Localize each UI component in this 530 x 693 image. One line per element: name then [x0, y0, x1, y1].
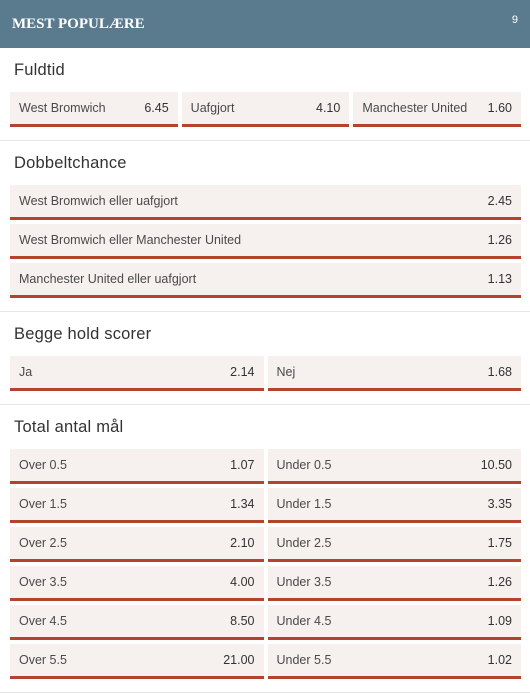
- odds-value: 1.09: [487, 614, 512, 628]
- section-title: Begge hold scorer: [14, 324, 152, 343]
- odds-button[interactable]: Under 5.5 1.02: [267, 644, 521, 679]
- selection-label: Under 4.5: [276, 614, 332, 628]
- odds-button[interactable]: Under 2.5 1.75: [267, 527, 521, 562]
- selection-label: Ja: [19, 365, 33, 379]
- odds-row: West Bromwich 6.45 Uafgjort 4.10 Manchester …: [10, 92, 522, 127]
- odds-button[interactable]: Over 2.5 2.10: [10, 527, 264, 562]
- odds-button[interactable]: Under 4.5 1.09: [267, 605, 521, 640]
- odds-row: Over 3.5 4.00 Under 3.5 1.26: [10, 566, 521, 601]
- odds-value: 1.13: [487, 272, 512, 286]
- section-title: Total antal mål: [14, 417, 124, 436]
- odds-button[interactable]: Uafgjort 4.10: [181, 92, 350, 127]
- odds-value: 1.34: [230, 497, 255, 511]
- selection-label: West Bromwich eller Manchester United: [19, 233, 242, 247]
- odds-value: 1.26: [487, 233, 512, 247]
- selection-label: West Bromwich eller uafgjort: [19, 194, 178, 208]
- odds-button[interactable]: Manchester United 1.60: [353, 92, 522, 127]
- odds-button[interactable]: West Bromwich 6.45: [10, 92, 178, 127]
- selection-label: Under 0.5: [276, 458, 332, 472]
- odds-row: Over 1.5 1.34 Under 1.5 3.35: [10, 488, 521, 523]
- selection-label: Under 3.5: [276, 575, 332, 589]
- odds-value: 2.14: [230, 365, 255, 379]
- selection-label: Over 3.5: [19, 575, 67, 589]
- odds-button[interactable]: Over 1.5 1.34: [10, 488, 264, 523]
- odds-button[interactable]: Over 4.5 8.50: [10, 605, 264, 640]
- selection-label: Manchester United: [362, 101, 468, 115]
- section-title: Fuldtid: [14, 60, 65, 79]
- odds-row: Over 5.5 21.00 Under 5.5 1.02: [10, 644, 521, 679]
- market-section: Total antal mål Over 0.5 1.07 Under 0.5 10.5…: [0, 405, 530, 693]
- selection-label: Over 0.5: [19, 458, 67, 472]
- market-count: 9: [511, 14, 518, 26]
- odds-button[interactable]: Over 3.5 4.00: [10, 566, 264, 601]
- odds-value: 3.35: [487, 497, 512, 511]
- odds-row: Over 4.5 8.50 Under 4.5 1.09: [10, 605, 521, 640]
- selection-label: West Bromwich: [19, 101, 106, 115]
- odds-value: 1.60: [487, 101, 513, 115]
- odds-value: 4.00: [230, 575, 255, 589]
- odds-button[interactable]: Over 0.5 1.07: [10, 449, 264, 484]
- odds-value: 1.07: [230, 458, 255, 472]
- odds-value: 6.45: [144, 101, 169, 115]
- odds-value: 2.10: [230, 536, 255, 550]
- market-section: Begge hold scorer Ja 2.14 Nej 1.68: [0, 312, 530, 405]
- odds-row: Manchester United eller uafgjort 1.13: [10, 263, 521, 298]
- selection-label: Over 1.5: [19, 497, 67, 511]
- odds-value: 10.50: [480, 458, 512, 472]
- section-title: Dobbeltchance: [14, 153, 127, 172]
- odds-row: Ja 2.14 Nej 1.68: [10, 356, 521, 391]
- market-section: Dobbeltchance West Bromwich eller uafgjor…: [0, 141, 530, 312]
- market-section: Fuldtid West Bromwich 6.45 Uafgjort 4.10 Manc…: [0, 48, 530, 141]
- odds-value: 21.00: [223, 653, 255, 667]
- odds-value: 1.02: [487, 653, 512, 667]
- odds-button[interactable]: Ja 2.14: [10, 356, 264, 391]
- odds-row: West Bromwich eller uafgjort 2.45: [10, 185, 521, 220]
- odds-value: 2.45: [487, 194, 512, 208]
- odds-value: 8.50: [230, 614, 255, 628]
- header-title: MEST POPULÆRE: [12, 15, 145, 32]
- odds-button[interactable]: West Bromwich eller Manchester United 1.2…: [10, 224, 521, 259]
- selection-label: Over 2.5: [19, 536, 67, 550]
- odds-value: 1.68: [487, 365, 512, 379]
- selection-label: Nej: [276, 365, 296, 379]
- selection-label: Over 5.5: [19, 653, 67, 667]
- market-list: Fuldtid West Bromwich 6.45 Uafgjort 4.10 Manc…: [0, 48, 530, 693]
- odds-row: Over 0.5 1.07 Under 0.5 10.50: [10, 449, 521, 484]
- selection-label: Under 5.5: [276, 653, 332, 667]
- odds-button[interactable]: Manchester United eller uafgjort 1.13: [10, 263, 521, 298]
- selection-label: Manchester United eller uafgjort: [19, 272, 197, 286]
- odds-button[interactable]: Under 1.5 3.35: [267, 488, 521, 523]
- selection-label: Under 1.5: [276, 497, 332, 511]
- odds-button[interactable]: West Bromwich eller uafgjort 2.45: [10, 185, 521, 220]
- odds-button[interactable]: Over 5.5 21.00: [10, 644, 264, 679]
- odds-row: Over 2.5 2.10 Under 2.5 1.75: [10, 527, 521, 562]
- odds-value: 1.75: [487, 536, 512, 550]
- selection-label: Under 2.5: [276, 536, 332, 550]
- odds-value: 1.26: [487, 575, 512, 589]
- odds-button[interactable]: Under 3.5 1.26: [267, 566, 521, 601]
- odds-button[interactable]: Nej 1.68: [267, 356, 521, 391]
- selection-label: Over 4.5: [19, 614, 67, 628]
- selection-label: Uafgjort: [190, 101, 235, 115]
- odds-row: West Bromwich eller Manchester United 1.2…: [10, 224, 521, 259]
- odds-button[interactable]: Under 0.5 10.50: [267, 449, 521, 484]
- odds-value: 4.10: [316, 101, 341, 115]
- header: MEST POPULÆRE 9: [0, 0, 530, 48]
